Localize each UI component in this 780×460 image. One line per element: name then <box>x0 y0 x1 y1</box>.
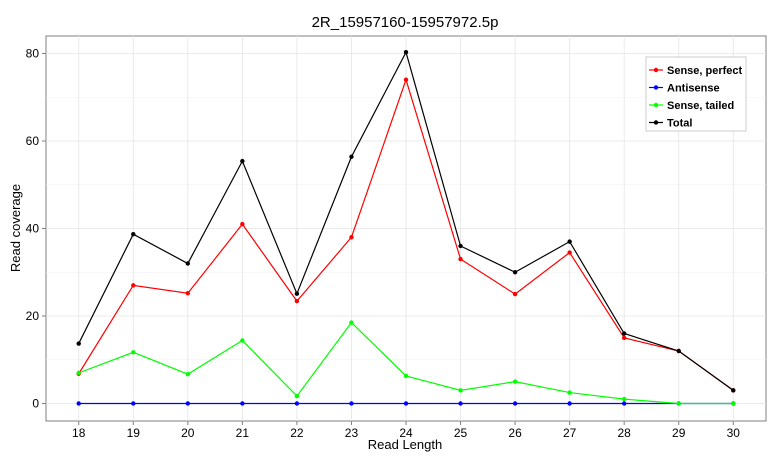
x-tick-label: 20 <box>181 426 195 440</box>
data-point-sense-tailed <box>458 388 463 393</box>
series-group <box>76 49 736 406</box>
series-sense-tailed <box>76 320 736 406</box>
legend-label-antisense: Antisense <box>667 83 720 95</box>
data-point-antisense <box>349 401 354 406</box>
data-point-sense-tailed <box>294 393 300 399</box>
data-point-total <box>512 270 518 275</box>
data-point-total <box>185 261 191 266</box>
legend-marker-sense-perfect <box>653 67 659 73</box>
data-point-sense-tailed <box>131 350 136 355</box>
x-tick-label: 24 <box>399 426 413 440</box>
data-point-antisense <box>567 401 572 406</box>
legend-label-sense-perfect: Sense, perfect <box>667 65 743 77</box>
data-point-antisense <box>294 401 300 406</box>
data-point-antisense <box>458 401 463 406</box>
legend: Sense, perfect Antisense Sense, tailed Tota… <box>645 56 747 132</box>
data-point-antisense <box>240 401 245 406</box>
data-point-total <box>676 348 681 354</box>
series-total <box>76 49 736 393</box>
x-tick-label: 23 <box>345 426 359 440</box>
data-point-sense-tailed <box>403 373 409 379</box>
x-axis-label: Read Length <box>368 437 442 452</box>
data-point-sense-perfect <box>403 77 409 82</box>
legend-label-sense-tailed: Sense, tailed <box>667 100 734 112</box>
data-point-sense-tailed <box>512 379 518 384</box>
data-point-antisense <box>131 401 136 406</box>
data-point-sense-perfect <box>185 291 191 296</box>
x-tick-label: 19 <box>127 426 141 440</box>
data-point-sense-tailed <box>240 338 245 343</box>
chart-title: 2R_15957160-15957972.5p <box>312 14 499 31</box>
legend-label-total: Total <box>667 118 692 130</box>
data-point-total <box>76 341 81 346</box>
data-point-total <box>458 243 463 249</box>
y-tick-label: 40 <box>26 222 40 236</box>
data-point-total <box>567 239 572 244</box>
data-point-sense-perfect <box>512 291 518 297</box>
data-point-antisense <box>76 401 81 406</box>
y-axis-label: Read coverage <box>8 184 23 272</box>
data-point-sense-perfect <box>621 335 627 341</box>
y-tick-label: 60 <box>26 134 40 148</box>
data-point-sense-perfect <box>294 298 300 304</box>
legend-marker-total <box>653 120 659 125</box>
y-axis: 0 20 40 60 80 <box>26 47 46 411</box>
data-point-sense-perfect <box>131 283 136 288</box>
x-tick-label: 30 <box>727 426 741 440</box>
data-point-sense-perfect <box>349 235 354 240</box>
y-tick-label: 80 <box>26 47 40 61</box>
data-point-sense-tailed <box>731 401 736 406</box>
data-point-total <box>403 49 409 55</box>
data-point-total <box>294 291 300 296</box>
data-point-antisense <box>621 401 627 406</box>
data-point-sense-tailed <box>185 371 191 377</box>
x-tick-label: 21 <box>236 426 250 440</box>
x-tick-label: 28 <box>618 426 632 440</box>
data-point-antisense <box>185 401 191 406</box>
data-point-total <box>349 154 354 159</box>
data-point-antisense <box>512 401 518 406</box>
legend-marker-sense-tailed <box>653 102 659 108</box>
data-point-total <box>240 158 245 164</box>
data-point-sense-perfect <box>240 221 245 227</box>
legend-box <box>645 56 747 132</box>
data-point-antisense <box>403 401 409 406</box>
x-tick-label: 29 <box>672 426 686 440</box>
data-point-total <box>621 331 627 336</box>
x-axis: 18 19 20 21 22 23 24 25 26 27 28 29 30 <box>72 421 740 440</box>
data-point-sense-tailed <box>76 370 81 376</box>
data-point-sense-tailed <box>676 401 681 406</box>
x-tick-label: 26 <box>508 426 522 440</box>
data-point-sense-perfect <box>458 256 463 262</box>
data-point-sense-tailed <box>621 396 627 402</box>
data-point-total <box>731 388 736 393</box>
x-tick-label: 22 <box>290 426 304 440</box>
data-point-sense-perfect <box>567 250 572 255</box>
x-tick-label: 27 <box>563 426 577 440</box>
y-tick-label: 0 <box>32 397 39 411</box>
x-tick-label: 18 <box>72 426 86 440</box>
data-point-total <box>131 231 136 237</box>
data-point-sense-tailed <box>349 320 354 325</box>
x-tick-label: 25 <box>454 426 468 440</box>
data-point-sense-tailed <box>567 390 572 395</box>
y-tick-label: 20 <box>26 309 40 323</box>
legend-marker-antisense <box>653 85 659 90</box>
